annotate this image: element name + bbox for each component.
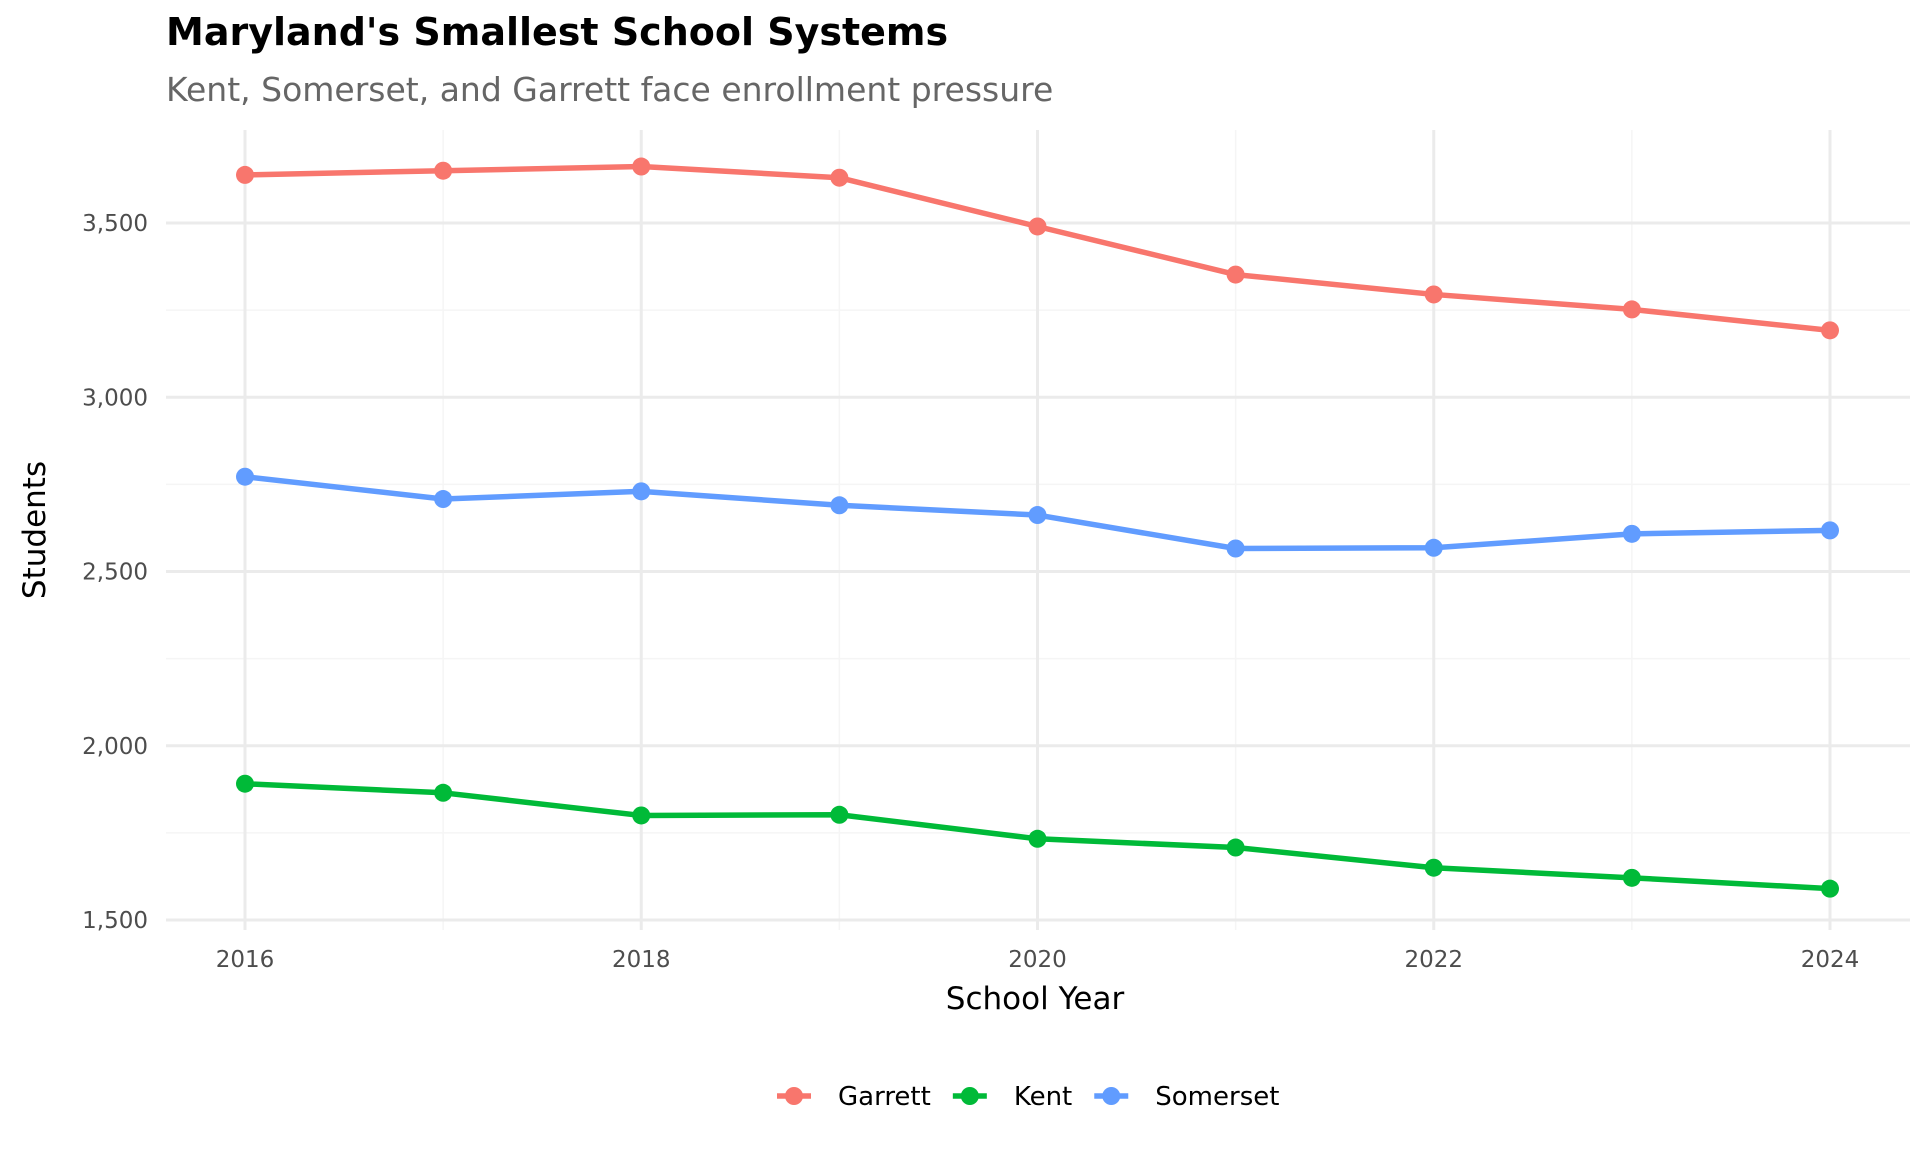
gridlines [166,130,1910,930]
data-point-somerset [1821,521,1839,540]
data-point-garrett [1424,285,1443,304]
data-point-kent [1226,838,1245,857]
data-point-garrett [1028,217,1047,236]
legend: Garrett Kent Somerset [777,1082,1279,1112]
series-somerset [236,467,1839,558]
series-lines [236,157,1839,898]
legend-item-garrett: Garrett [777,1082,931,1112]
data-point-kent [632,806,651,825]
x-tick-label: 2016 [216,947,275,973]
series-kent [236,774,1839,898]
legend-label: Kent [1014,1082,1072,1112]
data-point-somerset [434,490,453,509]
data-point-garrett [632,157,651,176]
x-tick-label: 2018 [612,947,671,973]
x-axis-title: School Year [946,981,1125,1017]
data-point-somerset [1028,506,1047,525]
data-point-somerset [1424,538,1443,557]
data-point-garrett [434,161,453,180]
y-axis-tick-labels: 1,500 2,000 2,500 3,000 3,500 [82,211,148,934]
x-axis-tick-labels: 2016 2018 2020 2022 2024 [216,947,1860,973]
chart-subtitle: Kent, Somerset, and Garrett face enrollm… [166,70,1054,109]
x-tick-label: 2020 [1008,947,1067,973]
y-axis-title: Students [17,461,53,599]
legend-label: Garrett [838,1082,931,1112]
data-point-kent [830,805,849,824]
x-tick-label: 2022 [1404,947,1463,973]
data-point-somerset [830,496,849,515]
chart-title: Maryland's Smallest School Systems [166,10,949,54]
legend-item-kent: Kent [952,1082,1072,1112]
y-tick-label: 2,500 [82,560,148,586]
legend-key-point [960,1087,979,1105]
data-point-kent [1028,829,1047,848]
data-point-somerset [632,482,651,501]
data-point-garrett [236,165,254,184]
legend-key-point [785,1087,803,1105]
data-point-somerset [1226,539,1245,558]
data-point-garrett [830,168,849,187]
data-point-garrett [1226,265,1245,284]
data-point-kent [1821,879,1839,898]
legend-item-somerset: Somerset [1094,1082,1279,1112]
data-point-kent [434,783,453,802]
y-tick-label: 2,000 [82,734,148,760]
data-point-kent [1622,868,1641,887]
legend-key-point [1102,1087,1121,1105]
data-point-garrett [1622,300,1641,319]
y-tick-label: 3,000 [82,385,148,411]
series-garrett [236,157,1839,340]
data-point-somerset [236,467,254,486]
data-point-garrett [1821,321,1839,340]
y-tick-label: 1,500 [82,908,148,934]
data-point-kent [236,774,254,793]
data-point-kent [1424,858,1443,877]
data-point-somerset [1622,524,1641,543]
legend-label: Somerset [1155,1082,1279,1112]
y-tick-label: 3,500 [82,211,148,237]
x-tick-label: 2024 [1801,947,1860,973]
